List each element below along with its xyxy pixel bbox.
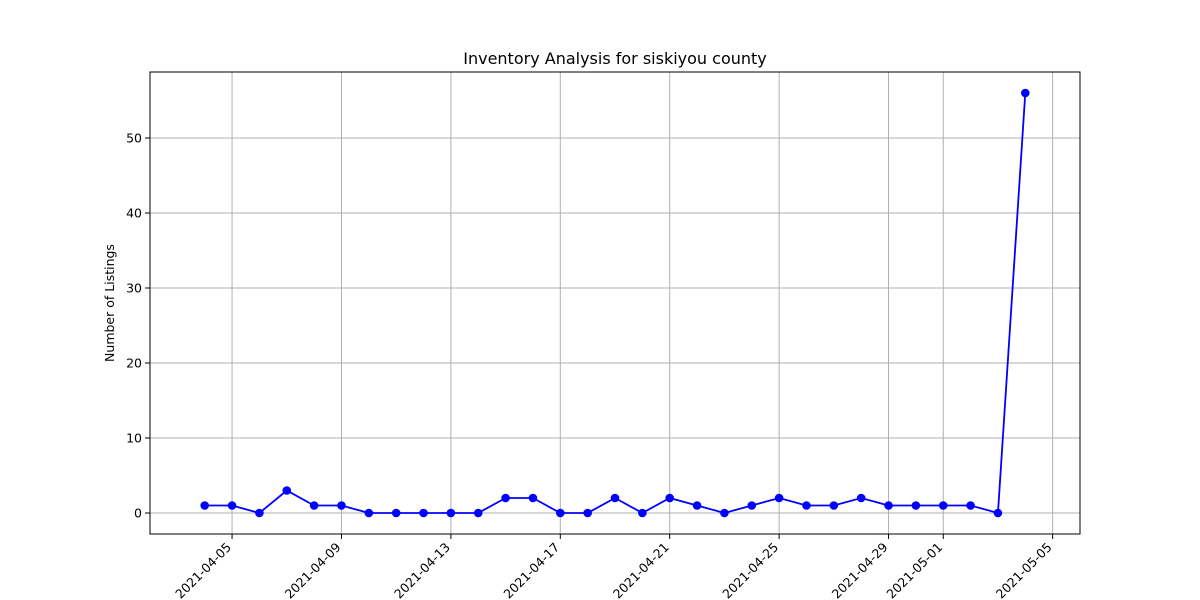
y-tick-label: 40 [126, 206, 142, 221]
data-point [610, 493, 620, 503]
data-point [774, 493, 784, 503]
y-tick-label: 50 [126, 131, 142, 146]
y-tick-label: 30 [126, 281, 142, 296]
data-point [528, 493, 538, 503]
data-point [692, 501, 702, 510]
data-point [938, 501, 948, 510]
data-point [227, 501, 237, 510]
x-tick-label: 2021-04-29 [829, 539, 891, 600]
data-point [802, 501, 811, 510]
y-tick-label: 20 [126, 356, 142, 371]
x-tick-label: 2021-04-25 [719, 540, 781, 600]
x-axis: 2021-04-05 2021-04-09 2021-04-13 2021-04-17… [172, 534, 1055, 600]
data-point [856, 493, 866, 503]
series-line [204, 92, 1027, 515]
x-tick-label: 2021-04-09 [282, 539, 344, 600]
data-point [911, 501, 921, 510]
data-point [966, 501, 975, 510]
data-point [1020, 88, 1030, 98]
x-tick-label: 2021-05-01 [883, 540, 945, 600]
x-tick-label: 2021-04-13 [391, 540, 453, 600]
data-point [638, 508, 647, 518]
y-axis-label: Number of Listings [102, 244, 117, 362]
data-point [419, 508, 428, 518]
data-point [583, 508, 592, 518]
data-point [200, 501, 210, 510]
x-tick-label: 2021-05-05 [993, 540, 1055, 600]
data-point [720, 508, 729, 518]
data-point [993, 508, 1003, 518]
y-tick-label: 0 [134, 506, 142, 521]
y-tick-label: 10 [126, 431, 142, 446]
data-point [555, 508, 565, 518]
data-point [391, 508, 401, 518]
data-point [501, 493, 510, 503]
data-point [364, 508, 374, 518]
data-point [829, 501, 839, 510]
chart-title: Inventory Analysis for siskiyou county [463, 49, 767, 68]
data-point [255, 508, 264, 518]
x-tick-label: 2021-04-17 [500, 540, 562, 600]
plot-series [200, 88, 1030, 518]
data-point [337, 501, 346, 510]
data-point [884, 501, 893, 510]
x-tick-label: 2021-04-05 [172, 540, 234, 600]
data-point [665, 493, 675, 503]
grid-lines [150, 72, 1080, 534]
data-point [473, 508, 483, 518]
plot-frame [149, 71, 1081, 535]
x-tick-label: 2021-04-21 [610, 540, 672, 600]
data-point [282, 486, 292, 495]
data-point [446, 508, 456, 518]
data-point [309, 501, 319, 510]
y-axis: 0 10 20 30 40 50 [126, 131, 150, 521]
data-point [747, 501, 757, 510]
